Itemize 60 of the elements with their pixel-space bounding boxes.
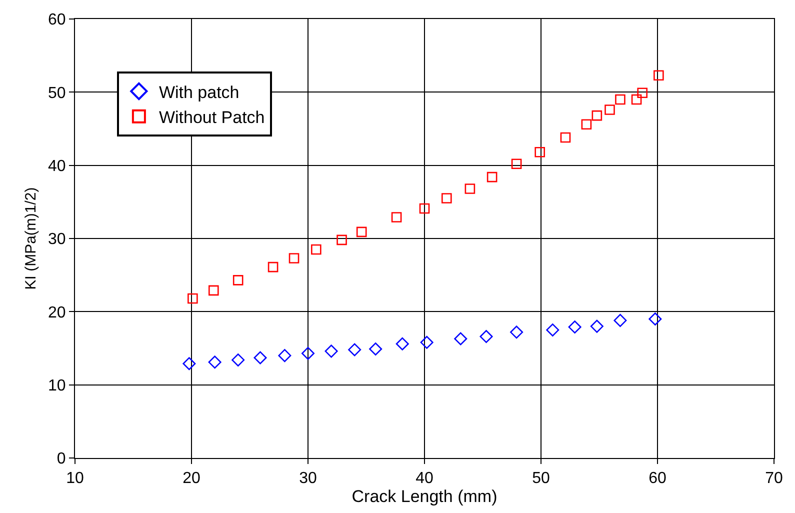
x-tick-label: 60 [648, 470, 666, 488]
point [480, 330, 493, 344]
x-tick-label: 40 [416, 470, 434, 488]
point [396, 337, 409, 350]
point [232, 353, 245, 366]
y-axis-title: KI (MPa(m)1/2) [22, 187, 40, 290]
point [391, 212, 402, 222]
point [464, 184, 476, 194]
y-tick-label: 20 [48, 304, 66, 322]
point [560, 132, 571, 143]
point [637, 88, 648, 98]
y-tick-label: 10 [48, 377, 66, 394]
point [510, 326, 524, 339]
y-tick-label: 30 [48, 231, 66, 248]
point [441, 193, 452, 204]
point [534, 147, 545, 158]
point [348, 343, 362, 356]
x-tick-label: 10 [66, 470, 84, 488]
point [420, 336, 434, 349]
point [311, 244, 322, 255]
legend-label: Without Patch [158, 108, 265, 127]
point [511, 158, 522, 170]
point [592, 110, 602, 121]
y-tick-label: 40 [48, 158, 66, 175]
point [604, 104, 615, 115]
point [648, 312, 662, 326]
x-tick-label: 20 [182, 470, 200, 488]
x-axis-title: Crack Length (mm) [352, 487, 498, 506]
point [278, 349, 292, 362]
point [369, 342, 382, 356]
point [654, 70, 664, 80]
y-tick-label: 60 [48, 12, 66, 29]
point [182, 357, 196, 370]
y-tick-label: 0 [56, 450, 66, 468]
point [232, 275, 244, 286]
point [254, 351, 267, 364]
point [581, 119, 592, 130]
point [336, 234, 347, 246]
point [454, 332, 468, 346]
point [302, 346, 314, 360]
point [590, 320, 604, 333]
x-tick-label: 50 [532, 470, 550, 488]
point [614, 314, 627, 327]
y-tick-label: 50 [48, 84, 66, 102]
point [419, 203, 430, 214]
point [324, 344, 338, 358]
point [568, 320, 582, 334]
legend-label: With patch [158, 82, 240, 102]
point [268, 262, 278, 272]
point [188, 293, 198, 304]
point [631, 94, 642, 105]
x-tick-label: 30 [299, 470, 317, 488]
point [486, 172, 498, 182]
point [356, 226, 367, 238]
point [208, 356, 222, 369]
point [546, 323, 560, 336]
point [615, 94, 626, 105]
point [288, 253, 300, 264]
point [208, 285, 219, 296]
x-tick-label: 70 [765, 470, 783, 488]
